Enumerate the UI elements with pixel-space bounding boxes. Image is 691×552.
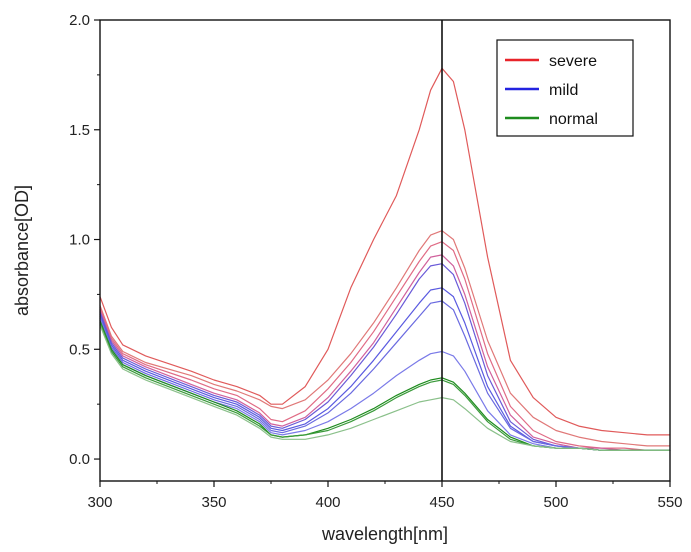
x-tick-label: 450 bbox=[429, 494, 454, 511]
legend-label-severe: severe bbox=[549, 53, 597, 70]
series-line-severe-4 bbox=[99, 254, 671, 451]
legend-label-mild: mild bbox=[549, 82, 578, 99]
y-tick-label: 1.0 bbox=[69, 232, 90, 249]
series-line-normal-11 bbox=[99, 324, 671, 451]
series-line-severe-3 bbox=[99, 241, 671, 451]
axes-layer: 300 350 400 450 500 550 0.0 0.5 1.0 1.5 2.0 bbox=[69, 12, 682, 511]
x-tick-label: 500 bbox=[543, 494, 568, 511]
series-line-severe-1 bbox=[99, 67, 671, 436]
y-tick-label: 1.5 bbox=[69, 122, 90, 139]
series-line-normal-9 bbox=[99, 320, 671, 451]
legend-label-normal: normal bbox=[549, 111, 598, 128]
series-layer bbox=[99, 67, 671, 451]
series-line-severe-2 bbox=[99, 230, 671, 447]
y-axis-title: absorbance[OD] bbox=[12, 185, 32, 316]
y-tick-label: 2.0 bbox=[69, 12, 90, 29]
y-tick-label: 0.0 bbox=[69, 451, 90, 468]
x-tick-label: 350 bbox=[201, 494, 226, 511]
x-tick-label: 300 bbox=[87, 494, 112, 511]
x-axis-title: wavelength[nm] bbox=[321, 524, 448, 544]
x-tick-label: 550 bbox=[657, 494, 682, 511]
x-tick-label: 400 bbox=[315, 494, 340, 511]
legend: severe mild normal bbox=[496, 39, 634, 137]
series-line-mild-5 bbox=[99, 263, 671, 451]
legend-items: severe mild normal bbox=[505, 53, 598, 128]
series-line-mild-7 bbox=[99, 300, 671, 451]
y-tick-label: 0.5 bbox=[69, 341, 90, 358]
